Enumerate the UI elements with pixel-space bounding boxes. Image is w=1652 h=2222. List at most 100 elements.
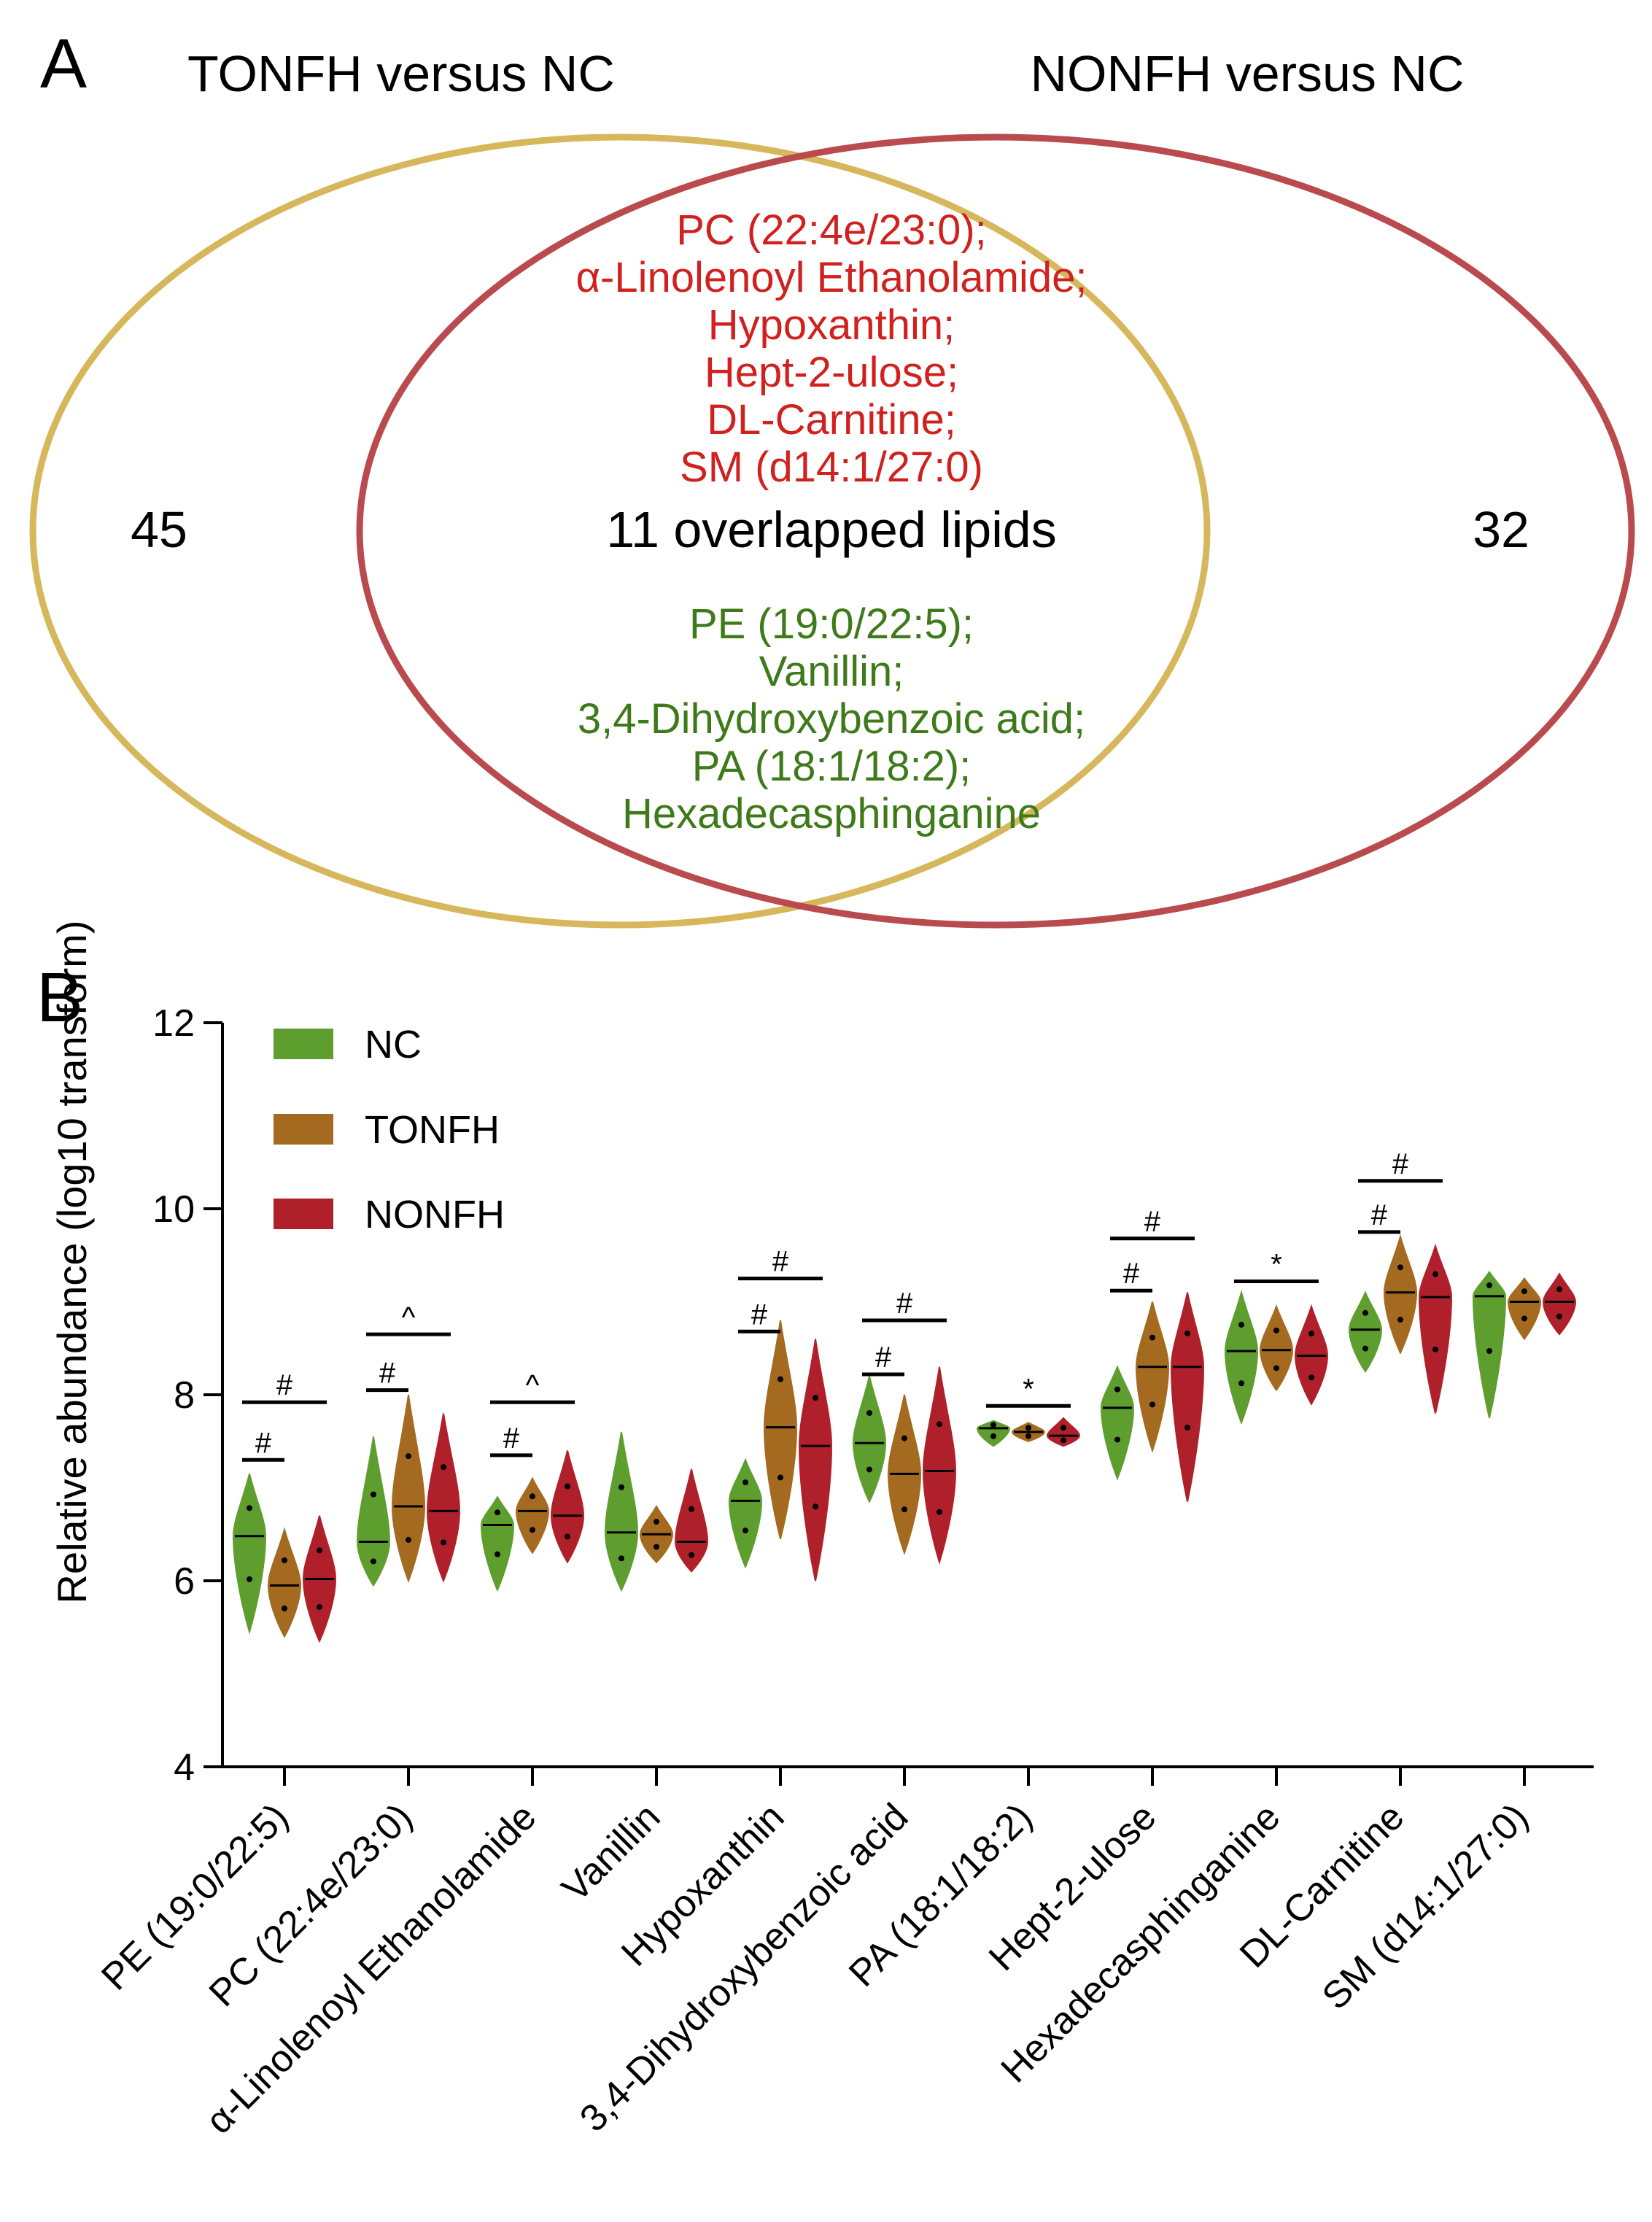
violin-quartile-dot [1149, 1334, 1155, 1341]
y-tick-label: 10 [152, 1188, 195, 1231]
x-tick-label: SM (d14:1/27:0) [1314, 1795, 1537, 2018]
down-lipid: PE (19:0/22:5); [689, 600, 974, 648]
up-lipid: DL-Carnitine; [707, 396, 956, 444]
violin-nc [852, 1376, 887, 1503]
violin-quartile-dot [1025, 1425, 1031, 1431]
violin-nonfh [674, 1468, 709, 1573]
violin-nc [480, 1495, 515, 1592]
violin-quartile-dot [565, 1533, 570, 1540]
legend-swatch-nonfh [274, 1199, 333, 1229]
panel-b: B Relative abundance (log10 transform) N… [36, 921, 1594, 2142]
legend-swatch-tonfh [274, 1114, 333, 1145]
panel-b-label: B [36, 959, 83, 1037]
significance-label: * [1271, 1248, 1282, 1280]
violin-nonfh [798, 1339, 833, 1582]
venn-center-label: 11 overlapped lipids [606, 501, 1056, 558]
violin-quartile-dot [282, 1557, 287, 1563]
violin-quartile-dot [1556, 1313, 1562, 1320]
significance-label: ^ [526, 1369, 540, 1401]
significance-label: # [772, 1246, 789, 1278]
violin-tonfh [267, 1527, 302, 1638]
violin-quartile-dot [654, 1544, 659, 1550]
violin-quartile-dot [317, 1547, 322, 1554]
violin-quartile-dot [317, 1603, 322, 1610]
violin-quartile-dot [406, 1536, 411, 1543]
down-lipid-list: PE (19:0/22:5); Vanillin; 3,4-Dihydroxyb… [578, 600, 1085, 837]
significance-label: # [1123, 1258, 1140, 1290]
violin-tonfh [1259, 1304, 1294, 1392]
violin-nc [1348, 1290, 1383, 1373]
violin-quartile-dot [1060, 1437, 1066, 1444]
violin-nc [232, 1474, 267, 1635]
venn-right-circle [356, 133, 1635, 929]
violin-quartile-dot [1556, 1286, 1562, 1293]
violin-quartile-dot [901, 1506, 907, 1513]
panel-a: A TONFH versus NC NONFH versus NC 45 32 … [29, 25, 1635, 929]
violin-quartile-dot [1184, 1424, 1190, 1431]
violin-quartile-dot [495, 1509, 500, 1516]
violin-quartile-dot [1273, 1365, 1279, 1371]
significance-label: # [896, 1288, 913, 1320]
violin-nc [728, 1458, 763, 1569]
violin-quartile-dot [1184, 1330, 1190, 1336]
violin-quartile-dot [441, 1464, 446, 1471]
violin-quartile-dot [777, 1474, 783, 1481]
violin-nonfh [550, 1450, 585, 1564]
violin-quartile-dot [247, 1505, 252, 1511]
violin-quartile-dot [371, 1558, 376, 1565]
up-lipid: Hept-2-ulose; [705, 349, 958, 396]
y-tick-label: 12 [152, 1002, 195, 1045]
legend-label-nc: NC [365, 1023, 422, 1067]
violin-nonfh [1046, 1417, 1081, 1447]
violin-quartile-dot [1114, 1386, 1120, 1393]
violin-quartile-dot [1114, 1436, 1120, 1443]
violin-quartile-dot [936, 1421, 942, 1428]
violin-tonfh [1383, 1234, 1418, 1355]
violin-tonfh [391, 1394, 426, 1583]
down-lipid: 3,4-Dihydroxybenzoic acid; [578, 695, 1085, 743]
down-lipid: Vanillin; [759, 648, 904, 695]
violin-quartile-dot [1238, 1321, 1244, 1328]
significance-label: ^ [402, 1301, 416, 1333]
violin-quartile-dot [1025, 1433, 1031, 1439]
up-lipid: α-Linolenoyl Ethanolamide; [576, 254, 1087, 301]
venn-right-count: 32 [1473, 501, 1529, 558]
violin-quartile-dot [813, 1503, 818, 1510]
violin-quartile-dot [495, 1551, 500, 1557]
legend-label-tonfh: TONFH [365, 1108, 500, 1152]
violin-nc [1224, 1289, 1259, 1425]
violin-quartile-dot [1486, 1348, 1492, 1355]
violin-quartile-dot [618, 1555, 624, 1562]
violin-quartile-dot [1273, 1327, 1279, 1333]
significance-label: # [379, 1358, 396, 1390]
violin-quartile-dot [1521, 1315, 1527, 1322]
violin-quartile-dot [990, 1433, 996, 1439]
violin-quartile-dot [866, 1466, 872, 1473]
significance-label: # [255, 1427, 272, 1459]
violin-nonfh [1542, 1272, 1577, 1336]
violin-quartile-dot [1397, 1264, 1403, 1271]
violin-tonfh [515, 1476, 550, 1555]
significance-label: # [875, 1342, 892, 1374]
down-lipid: Hexadecasphinganine [622, 790, 1041, 837]
venn-right-title: NONFH versus NC [1030, 45, 1464, 102]
violin-quartile-dot [1149, 1401, 1155, 1408]
violin-quartile-dot [901, 1435, 907, 1441]
violin-quartile-dot [618, 1484, 624, 1490]
legend-swatch-nc [274, 1029, 333, 1059]
violin-quartile-dot [990, 1422, 996, 1428]
violin-quartile-dot [565, 1483, 570, 1490]
violin-quartile-dot [406, 1453, 411, 1460]
y-tick-label: 6 [174, 1560, 195, 1603]
y-tick-label: 8 [174, 1374, 195, 1417]
violin-tonfh [763, 1320, 798, 1539]
violin-quartile-dot [530, 1527, 535, 1533]
violin-nc [604, 1431, 639, 1592]
panel-a-label: A [40, 25, 87, 103]
violin-quartile-dot [866, 1409, 872, 1416]
venn-left-circle [29, 133, 1211, 929]
legend-label-nonfh: NONFH [365, 1193, 505, 1236]
violin-quartile-dot [530, 1493, 535, 1500]
